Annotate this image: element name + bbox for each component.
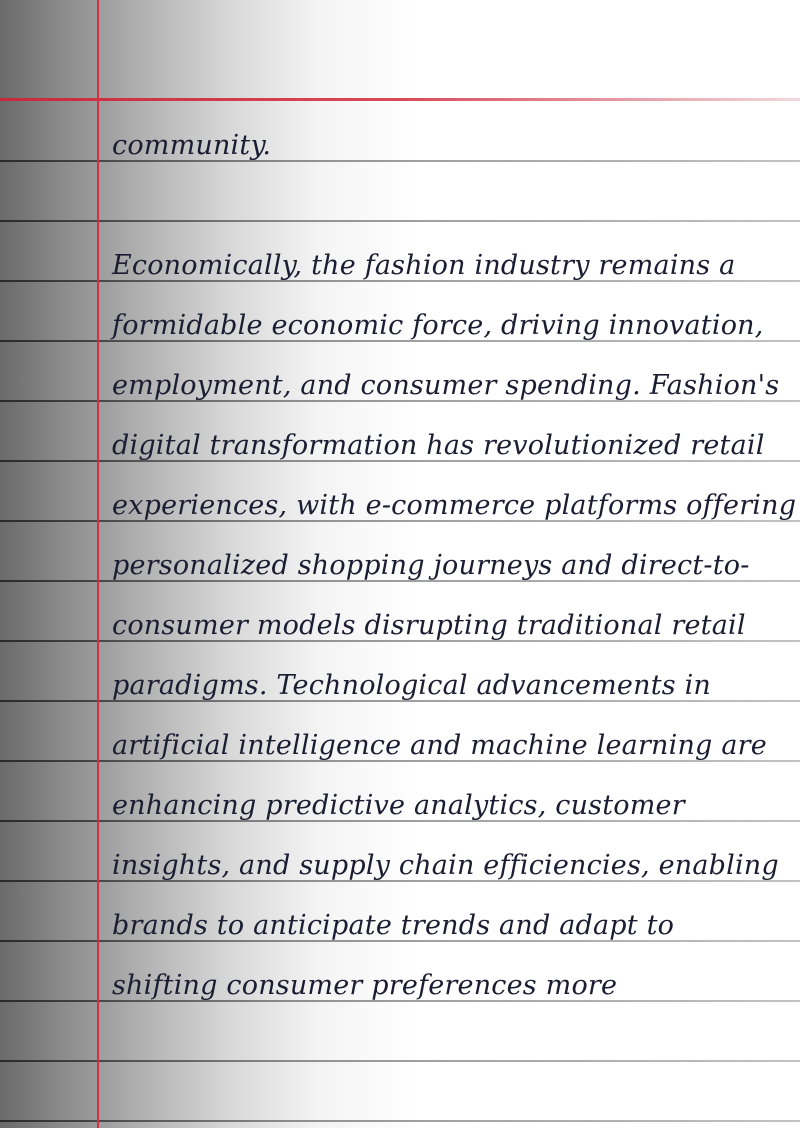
ruled-line bbox=[0, 1120, 800, 1122]
text-line: digital transformation has revolutionize… bbox=[112, 430, 765, 461]
text-line: consumer models disrupting traditional r… bbox=[112, 610, 746, 641]
ruled-line bbox=[0, 1060, 800, 1062]
ruled-line bbox=[0, 700, 800, 702]
ruled-line bbox=[0, 220, 800, 222]
text-line: brands to anticipate trends and adapt to bbox=[112, 910, 675, 941]
text-line: personalized shopping journeys and direc… bbox=[112, 550, 750, 581]
ruled-line bbox=[0, 340, 800, 342]
text-line: enhancing predictive analytics, customer bbox=[112, 790, 685, 821]
text-line: formidable economic force, driving innov… bbox=[112, 310, 764, 341]
text-line: paradigms. Technological advancements in bbox=[112, 670, 712, 701]
ruled-line bbox=[0, 820, 800, 822]
ruled-line bbox=[0, 760, 800, 762]
text-line bbox=[112, 176, 792, 236]
text-line: Economically, the fashion industry remai… bbox=[112, 250, 736, 281]
text-line: insights, and supply chain efficiencies,… bbox=[112, 850, 779, 881]
ruled-line bbox=[0, 940, 800, 942]
text-line: employment, and consumer spending. Fashi… bbox=[112, 370, 780, 401]
text-line: artificial intelligence and machine lear… bbox=[112, 730, 767, 761]
text-line: experiences, with e-commerce platforms o… bbox=[112, 490, 797, 521]
ruled-line bbox=[0, 1000, 800, 1002]
ruled-line bbox=[0, 580, 800, 582]
ruled-line bbox=[0, 160, 800, 162]
left-margin-line bbox=[97, 0, 99, 1128]
handwritten-text: community. Economically, the fashion ind… bbox=[112, 100, 797, 1001]
text-line: shifting consumer preferences more bbox=[112, 970, 618, 1001]
ruled-line bbox=[0, 280, 800, 282]
ruled-line bbox=[0, 520, 800, 522]
ruled-line bbox=[0, 880, 800, 882]
ruled-line bbox=[0, 640, 800, 642]
text-line: community. bbox=[112, 130, 272, 161]
ruled-line bbox=[0, 460, 800, 462]
header-margin-line bbox=[0, 98, 800, 101]
ruled-line bbox=[0, 400, 800, 402]
